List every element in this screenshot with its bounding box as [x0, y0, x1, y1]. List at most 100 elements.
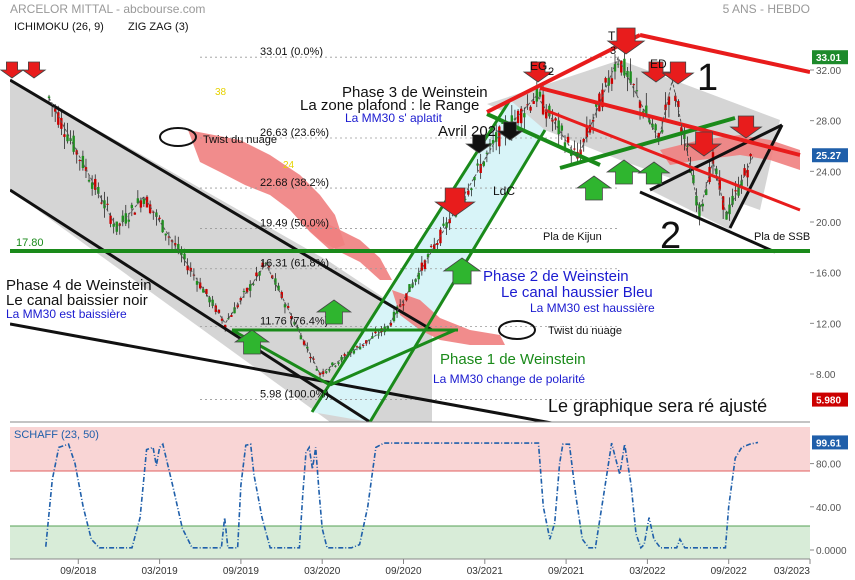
candle-body [529, 106, 532, 111]
candle-body [377, 334, 380, 336]
candle-body [535, 85, 539, 102]
candle-body [66, 134, 69, 142]
candle-body [53, 107, 57, 112]
candle-body [731, 195, 734, 205]
candle-body [423, 260, 427, 270]
x-tick-label: 03/2021 [467, 566, 504, 577]
candle-body [582, 139, 585, 143]
buy-arrow [442, 257, 482, 285]
candle-body [286, 306, 290, 309]
candle-body [429, 245, 433, 247]
phase3-mm30: La MM30 s' aplatit [345, 111, 443, 125]
last-price-badge-bg [812, 148, 848, 163]
candle-body [318, 373, 322, 375]
twist-top-ellipse [159, 127, 197, 147]
sell-arrow [685, 131, 723, 157]
long-term-support-line [10, 322, 555, 422]
candle-body [112, 224, 115, 227]
candle-body [554, 118, 557, 121]
phase3-title: Phase 3 de Weinstein [342, 84, 488, 101]
t-number: 3 [610, 45, 616, 57]
sell-arrow [434, 187, 476, 217]
candle-body [202, 288, 205, 293]
sell-arrow [0, 61, 25, 79]
x-tick-label: 03/2019 [142, 566, 179, 577]
phase1-mm30: La MM30 change de polarité [433, 372, 585, 386]
candle-body [392, 311, 396, 322]
candle-body [230, 315, 233, 317]
cloud-patch [188, 130, 345, 250]
candle-body [680, 127, 683, 135]
range-lower-red-line [544, 108, 801, 212]
schaff-overbought-zone [10, 427, 810, 471]
candle-body [90, 182, 94, 189]
schaff-tick-label: 40.00 [816, 503, 841, 514]
candle-body [705, 189, 708, 195]
candle-body [692, 175, 695, 184]
candle-body [198, 282, 202, 289]
twist-top-label: Twist du nuage [203, 134, 277, 146]
indicator-ichimoku-label: ICHIMOKU (26, 9) [14, 21, 104, 33]
candle-body [211, 299, 214, 306]
high-price-badge-bg [812, 50, 848, 65]
candle-body [746, 169, 749, 178]
candle-body [261, 262, 264, 268]
phase3-range: La zone plafond : le Range [300, 97, 479, 114]
candle-body [180, 252, 183, 256]
candle-body [75, 150, 78, 155]
sell-arrow [21, 61, 47, 79]
candle-body [626, 70, 629, 77]
candle-body [623, 58, 626, 76]
candle-body [302, 340, 306, 345]
candle-body [252, 283, 255, 285]
candle-body [283, 304, 287, 308]
candle-body [743, 168, 746, 176]
candle-body [355, 346, 359, 348]
candle-body [648, 119, 651, 123]
candle-body [725, 211, 728, 220]
buy-arrow [575, 175, 613, 201]
range-mid-green-line [559, 116, 736, 170]
candle-body [133, 212, 137, 215]
candle-body [485, 152, 489, 154]
candle-body [664, 104, 667, 111]
black-arrow [496, 121, 524, 141]
readjust-note: Le graphique sera ré ajusté [548, 396, 767, 416]
black-arrow [465, 134, 493, 154]
candle-body [595, 102, 598, 107]
candle-body [629, 71, 632, 84]
candle-body [115, 221, 118, 232]
candle-body [72, 135, 75, 152]
t-label: T [608, 29, 616, 43]
indicator-zigzag-label: ZIG ZAG (3) [128, 21, 189, 33]
candle-body [109, 215, 112, 224]
candle-body [573, 148, 576, 150]
candle-body [136, 198, 140, 204]
candle-body [81, 155, 85, 168]
sell-arrow [606, 27, 646, 55]
signal-arrows [0, 27, 763, 355]
x-tick-label: 09/2020 [385, 566, 422, 577]
candle-body [290, 316, 293, 319]
candle-body [239, 297, 243, 301]
phase2-title: Phase 2 de Weinstein [483, 268, 629, 285]
x-tick-label: 09/2019 [223, 566, 260, 577]
candle-body [337, 362, 340, 364]
last-price-badge: 25.27 [816, 151, 841, 162]
fib-label: 33.01 (0.0%) [260, 46, 323, 58]
candle-body [715, 168, 718, 175]
support-level-label: 17.80 [16, 237, 44, 249]
fib-ratio-38: 38 [215, 87, 227, 98]
candle-body [479, 163, 482, 174]
range-top-red-line [486, 33, 641, 114]
candle-body [667, 96, 671, 105]
candle-body [734, 190, 737, 192]
candle-body [516, 110, 520, 124]
candle-body [538, 91, 542, 97]
fib-label: 22.68 (38.2%) [260, 177, 329, 189]
candle-body [315, 368, 319, 371]
candle-body [343, 354, 346, 356]
candle-body [177, 243, 180, 251]
twist-bottom-ellipse [498, 320, 536, 340]
